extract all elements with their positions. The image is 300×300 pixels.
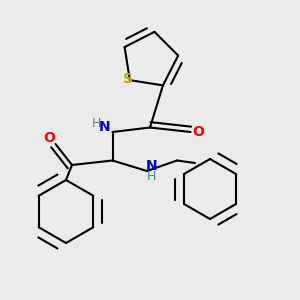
Text: O: O xyxy=(192,125,204,139)
Text: N: N xyxy=(146,160,157,173)
Text: H: H xyxy=(91,117,101,130)
Text: N: N xyxy=(99,121,111,134)
Text: H: H xyxy=(147,170,156,184)
Text: O: O xyxy=(44,131,56,145)
Text: S: S xyxy=(123,72,133,86)
